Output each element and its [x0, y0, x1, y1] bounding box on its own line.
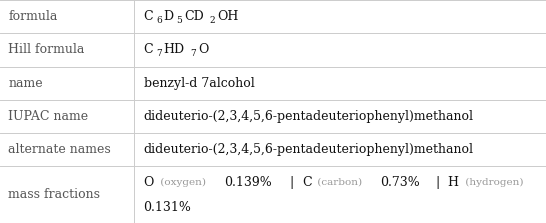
Text: D: D	[163, 10, 174, 23]
Text: C: C	[144, 43, 153, 56]
Text: 0.73%: 0.73%	[381, 176, 420, 189]
Text: |: |	[432, 176, 444, 189]
Text: Hill formula: Hill formula	[8, 43, 85, 56]
Text: CD: CD	[184, 10, 204, 23]
Text: IUPAC name: IUPAC name	[8, 110, 88, 123]
Text: 0.139%: 0.139%	[224, 176, 272, 189]
Text: benzyl-d 7alcohol: benzyl-d 7alcohol	[144, 77, 254, 90]
Text: dideuterio-(2,3,4,5,6-pentadeuteriophenyl)methanol: dideuterio-(2,3,4,5,6-pentadeuteriopheny…	[144, 143, 473, 156]
Text: C: C	[144, 10, 153, 23]
Text: name: name	[8, 77, 43, 90]
Text: 7: 7	[191, 50, 197, 58]
Text: (hydrogen): (hydrogen)	[462, 178, 526, 187]
Text: OH: OH	[217, 10, 238, 23]
Text: dideuterio-(2,3,4,5,6-pentadeuteriophenyl)methanol: dideuterio-(2,3,4,5,6-pentadeuteriopheny…	[144, 110, 473, 123]
Text: 6: 6	[156, 16, 162, 25]
Text: H: H	[448, 176, 459, 189]
Text: 2: 2	[210, 16, 215, 25]
Text: O: O	[144, 176, 154, 189]
Text: formula: formula	[8, 10, 57, 23]
Text: (oxygen): (oxygen)	[157, 178, 209, 187]
Text: 7: 7	[156, 50, 162, 58]
Text: O: O	[198, 43, 209, 56]
Text: |: |	[286, 176, 298, 189]
Text: C: C	[302, 176, 311, 189]
Text: HD: HD	[163, 43, 185, 56]
Text: 0.131%: 0.131%	[144, 201, 192, 214]
Text: (carbon): (carbon)	[314, 178, 366, 187]
Text: 5: 5	[176, 16, 182, 25]
Text: alternate names: alternate names	[8, 143, 111, 156]
Text: mass fractions: mass fractions	[8, 188, 100, 201]
